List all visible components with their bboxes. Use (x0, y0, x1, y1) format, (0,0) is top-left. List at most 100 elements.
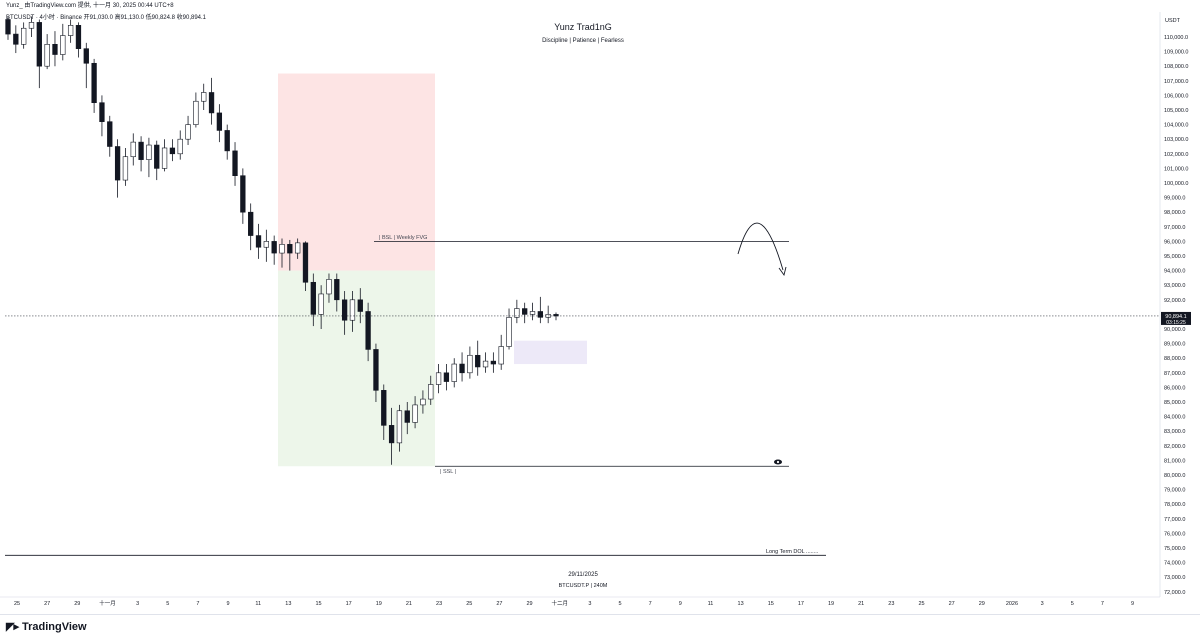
price-tick-label: 101,000.0 (1164, 166, 1188, 172)
candle-body (114, 146, 121, 181)
candle-body (248, 211, 254, 236)
time-tick-label: 25 (918, 601, 924, 607)
candle-body (91, 62, 97, 103)
tradingview-brand[interactable]: ◤▸ TradingView (6, 620, 87, 634)
candle-body (130, 141, 136, 158)
time-tick-label: 十二月 (551, 599, 568, 607)
candle-body (318, 293, 324, 315)
time-tick-label: 23 (436, 601, 442, 607)
price-tick-label: 79,000.0 (1164, 488, 1185, 494)
time-tick-label: 5 (1071, 601, 1074, 607)
time-tick-label: 7 (1101, 601, 1104, 607)
time-tick-label: 27 (44, 601, 50, 607)
bsl-label: | BSL | Weekly FVG (379, 235, 427, 241)
ssl-label: | SSL | (440, 469, 456, 475)
candle-body (75, 25, 82, 49)
watermark-title: Yunz Trad1nG (554, 22, 612, 32)
price-tick-label: 84,000.0 (1164, 415, 1185, 421)
candle-body (302, 242, 309, 283)
price-tick-label: 82,000.0 (1164, 444, 1185, 450)
candle-body (451, 363, 457, 382)
candle-body (537, 311, 543, 318)
time-tick-label: 13 (285, 601, 291, 607)
candle-body (13, 33, 19, 45)
long-term-dol-label: Long Term DOL ........ (766, 549, 819, 555)
price-tick-label: 74,000.0 (1164, 561, 1185, 567)
countdown-text: 03:15:25 (1166, 320, 1186, 326)
price-tick-label: 86,000.0 (1164, 385, 1185, 391)
candle-body (428, 384, 434, 400)
price-tick-label: 96,000.0 (1164, 239, 1185, 245)
price-tick-label: 85,000.0 (1164, 400, 1185, 406)
candle-body (154, 144, 160, 169)
price-tick-label: 94,000.0 (1164, 269, 1185, 275)
price-tick-label: 102,000.0 (1164, 152, 1188, 158)
candle-body (263, 241, 269, 248)
time-tick-label: 17 (798, 601, 804, 607)
price-tick-label: 100,000.0 (1164, 181, 1188, 187)
eye-icon[interactable] (774, 459, 782, 465)
fvg-box (514, 340, 587, 365)
last-price-text: 90,894.1 (1165, 314, 1186, 320)
price-tick-label: 92,000.0 (1164, 298, 1185, 304)
candle-body (475, 354, 481, 368)
time-tick-label: 3 (1041, 601, 1044, 607)
time-tick-label: 9 (1131, 601, 1134, 607)
candle-body (341, 299, 348, 321)
time-tick-label: 29 (979, 601, 985, 607)
candle-body (201, 92, 207, 102)
candle-body (326, 279, 332, 295)
price-tick-label: 106,000.0 (1164, 93, 1188, 99)
candle-body (381, 390, 387, 426)
price-tick-label: 97,000.0 (1164, 225, 1185, 231)
candle-body (482, 360, 489, 368)
time-tick-label: 9 (679, 601, 682, 607)
time-tick-label: 13 (738, 601, 744, 607)
candle-body (232, 150, 238, 177)
candle-body (216, 112, 223, 131)
price-tick-label: 77,000.0 (1164, 517, 1185, 523)
time-tick-label: 7 (649, 601, 652, 607)
candle-body (553, 314, 559, 317)
projection-arc (737, 222, 784, 271)
candle-body (388, 425, 395, 444)
candle-body (357, 299, 363, 312)
time-tick-label: 21 (406, 601, 412, 607)
candle-body (161, 147, 168, 169)
price-tick-label: 78,000.0 (1164, 502, 1185, 508)
price-tick-label: 90,000.0 (1164, 327, 1185, 333)
time-tick-label: 3 (136, 601, 139, 607)
price-tick-label: 72,000.0 (1164, 590, 1185, 596)
time-tick-label: 11 (708, 601, 714, 607)
price-tick-label: 98,000.0 (1164, 210, 1185, 216)
time-tick-label: 23 (888, 601, 894, 607)
time-tick-label: 十一月 (99, 599, 116, 607)
candle-body (28, 22, 35, 29)
price-tick-label: 105,000.0 (1164, 108, 1188, 114)
price-tick-label: 104,000.0 (1164, 123, 1188, 129)
price-tick-label: 75,000.0 (1164, 546, 1185, 552)
candle-body (349, 299, 356, 321)
watermark-subtitle: Discipline | Patience | Fearless (542, 38, 624, 44)
candle-body (529, 311, 536, 315)
time-tick-label: 29 (526, 601, 532, 607)
candle-body (52, 43, 58, 55)
candle-body (435, 372, 442, 385)
time-tick-label: 9 (227, 601, 230, 607)
candle-body (310, 281, 316, 315)
price-tick-label: 89,000.0 (1164, 342, 1185, 348)
candle-body (287, 244, 293, 254)
watermark-symbol: BTCUSDT.P | 240M (559, 583, 608, 589)
price-tick-label: 93,000.0 (1164, 283, 1185, 289)
price-tick-label: 99,000.0 (1164, 196, 1185, 202)
price-tick-label: 80,000.0 (1164, 473, 1185, 479)
price-chart[interactable]: Yunz Trad1nG Discipline | Patience | Fear… (0, 0, 1200, 614)
candle-body (36, 22, 42, 67)
price-tick-label: 109,000.0 (1164, 50, 1188, 56)
time-tick-label: 21 (858, 601, 864, 607)
candle-body (295, 242, 301, 254)
time-tick-label: 2026 (1006, 601, 1018, 607)
candle-body (67, 25, 74, 36)
price-tick-label: 83,000.0 (1164, 429, 1185, 435)
price-tick-label: 107,000.0 (1164, 79, 1188, 85)
